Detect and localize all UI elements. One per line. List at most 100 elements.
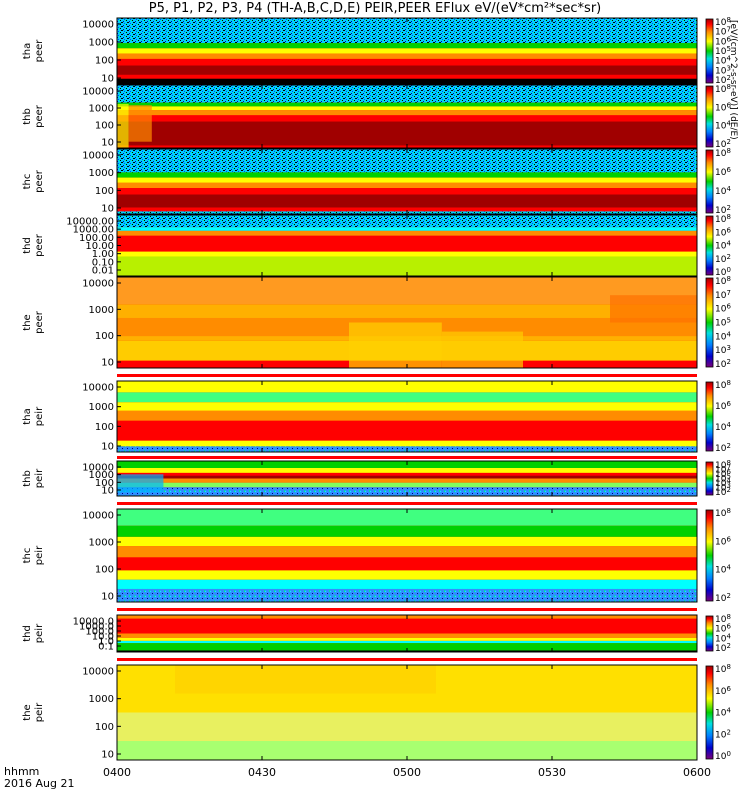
y-tick-label: 100 bbox=[95, 186, 114, 197]
colorbar-tick-label: 104 bbox=[715, 632, 731, 644]
colorbar-tick-label: 106 bbox=[715, 400, 731, 412]
colorbar-tick-label: 100 bbox=[715, 750, 731, 762]
y-tick-label: 10000 bbox=[82, 87, 114, 98]
colorbar-tick-label: 108 bbox=[715, 83, 731, 95]
colorbar-tick-label: 106 bbox=[715, 623, 731, 635]
colorbar-tick-label: 103 bbox=[715, 64, 731, 76]
x-axis-label-date: 2016 Aug 21 bbox=[4, 777, 75, 790]
colorbar-tick-label: 102 bbox=[715, 358, 731, 370]
y-tick-label: 10000.0 bbox=[73, 617, 114, 628]
colorbar-tick-label: 107 bbox=[715, 26, 731, 38]
y-axis-label: thc bbox=[22, 174, 33, 190]
y-tick-label: 10000 bbox=[82, 667, 114, 678]
colorbar-tick-label: 102 bbox=[715, 74, 731, 86]
colorbar-tick-label: 102 bbox=[715, 642, 731, 654]
colorbar-tick-label: 100 bbox=[715, 266, 731, 278]
colorbar-tick-label: 104 bbox=[715, 707, 731, 719]
y-axis-label: peer bbox=[34, 39, 45, 63]
colorbar-tick-label: 104 bbox=[715, 240, 731, 252]
colorbar-tick-label: 104 bbox=[715, 185, 731, 197]
y-axis-label: peir bbox=[34, 545, 45, 565]
y-tick-label: 10.00 bbox=[85, 241, 114, 252]
colorbar bbox=[705, 665, 714, 760]
y-axis-label: thd bbox=[22, 625, 33, 642]
colorbar-tick-label: 108 bbox=[715, 275, 731, 287]
panel-gap-line bbox=[117, 608, 697, 611]
spectrogram-panel: thd peir10000.01000.0100.010.01.00.110810… bbox=[22, 613, 731, 654]
y-tick-label: 1000.00 bbox=[73, 225, 114, 236]
colorbar bbox=[705, 215, 714, 276]
y-tick-label: 10.0 bbox=[92, 632, 114, 643]
colorbar bbox=[705, 381, 714, 452]
x-tick-label: 0530 bbox=[538, 766, 566, 779]
panel-gap-line bbox=[117, 658, 697, 661]
y-axis-label: peer bbox=[34, 104, 45, 128]
colorbar-tick-label: 104 bbox=[715, 421, 731, 433]
panel-gap-line bbox=[117, 502, 697, 505]
colorbar-tick-label: 102 bbox=[715, 253, 731, 265]
y-tick-label: 100 bbox=[95, 565, 114, 576]
y-tick-label: 1.0 bbox=[98, 637, 114, 648]
y-tick-label: 0.10 bbox=[92, 257, 114, 268]
colorbar-tick-label: 104 bbox=[715, 120, 731, 132]
y-tick-label: 0.01 bbox=[92, 266, 114, 277]
colorbar-tick-label: 105 bbox=[715, 473, 731, 485]
y-tick-label: 10 bbox=[101, 592, 114, 603]
colorbar-tick-label: 106 bbox=[715, 685, 731, 697]
colorbar-units-label: [eV/(cm^2-s-sr-eV)] (dE/E) bbox=[728, 20, 738, 140]
colorbar-tick-label: 108 bbox=[715, 379, 731, 391]
colorbar-tick-label: 103 bbox=[715, 482, 731, 494]
y-axis-label: peer bbox=[34, 169, 45, 193]
colorbar-tick-label: 108 bbox=[715, 507, 731, 519]
colorbar bbox=[705, 277, 714, 368]
colorbar-tick-label: 103 bbox=[715, 344, 731, 356]
y-tick-label: 10 bbox=[101, 204, 114, 215]
y-tick-label: 1000 bbox=[89, 470, 114, 481]
x-tick-label: 0600 bbox=[683, 766, 711, 779]
panel-gap-line bbox=[117, 374, 697, 377]
y-tick-label: 1000 bbox=[89, 694, 114, 705]
colorbar-tick-label: 108 bbox=[715, 613, 731, 625]
y-axis-label: tha bbox=[22, 43, 33, 59]
y-axis-label: peir bbox=[34, 623, 45, 643]
y-tick-label: 10 bbox=[101, 750, 114, 761]
colorbar-tick-label: 108 bbox=[715, 459, 731, 471]
y-axis-label: peir bbox=[34, 406, 45, 426]
colorbar-tick-label: 107 bbox=[715, 464, 731, 476]
y-axis-label: the bbox=[22, 314, 33, 330]
colorbar-tick-label: 102 bbox=[715, 486, 731, 498]
colorbar-tick-label: 104 bbox=[715, 477, 731, 489]
colorbar bbox=[705, 85, 714, 148]
colorbar-tick-label: 102 bbox=[715, 204, 731, 216]
y-tick-label: 10000 bbox=[82, 151, 114, 162]
colorbar bbox=[705, 18, 714, 84]
y-tick-label: 100 bbox=[95, 722, 114, 733]
chart-title: P5, P1, P2, P3, P4 (TH-A,B,C,D,E) PEIR,P… bbox=[148, 1, 602, 16]
colorbar-tick-label: 106 bbox=[715, 535, 731, 547]
y-axis-label: tha bbox=[22, 408, 33, 424]
y-axis-label: peir bbox=[34, 468, 45, 488]
colorbar-tick-label: 105 bbox=[715, 317, 731, 329]
y-tick-label: 100 bbox=[95, 331, 114, 342]
y-tick-label: 10 bbox=[101, 138, 114, 149]
y-axis-label: the bbox=[22, 704, 33, 720]
colorbar-tick-label: 108 bbox=[715, 147, 731, 159]
colorbar-tick-label: 108 bbox=[715, 213, 731, 225]
y-tick-label: 10 bbox=[101, 74, 114, 85]
y-tick-label: 1000 bbox=[89, 538, 114, 549]
colorbar-tick-label: 106 bbox=[715, 166, 731, 178]
y-axis-label: peir bbox=[34, 702, 45, 722]
y-tick-label: 1.00 bbox=[92, 249, 114, 260]
y-tick-label: 100.00 bbox=[79, 233, 114, 244]
y-tick-label: 10000 bbox=[82, 279, 114, 290]
spectrogram-panel: tha peer 10000 1000 100 10 1081071061051041031… bbox=[22, 16, 731, 86]
colorbar-tick-label: 106 bbox=[715, 468, 731, 480]
y-tick-label: 100 bbox=[95, 56, 114, 67]
y-axis-label: thb bbox=[22, 108, 33, 125]
y-tick-label: 10 bbox=[101, 442, 114, 453]
colorbar-tick-label: 106 bbox=[715, 226, 731, 238]
y-axis-label: thb bbox=[22, 470, 33, 487]
colorbar-tick-label: 105 bbox=[715, 45, 731, 57]
